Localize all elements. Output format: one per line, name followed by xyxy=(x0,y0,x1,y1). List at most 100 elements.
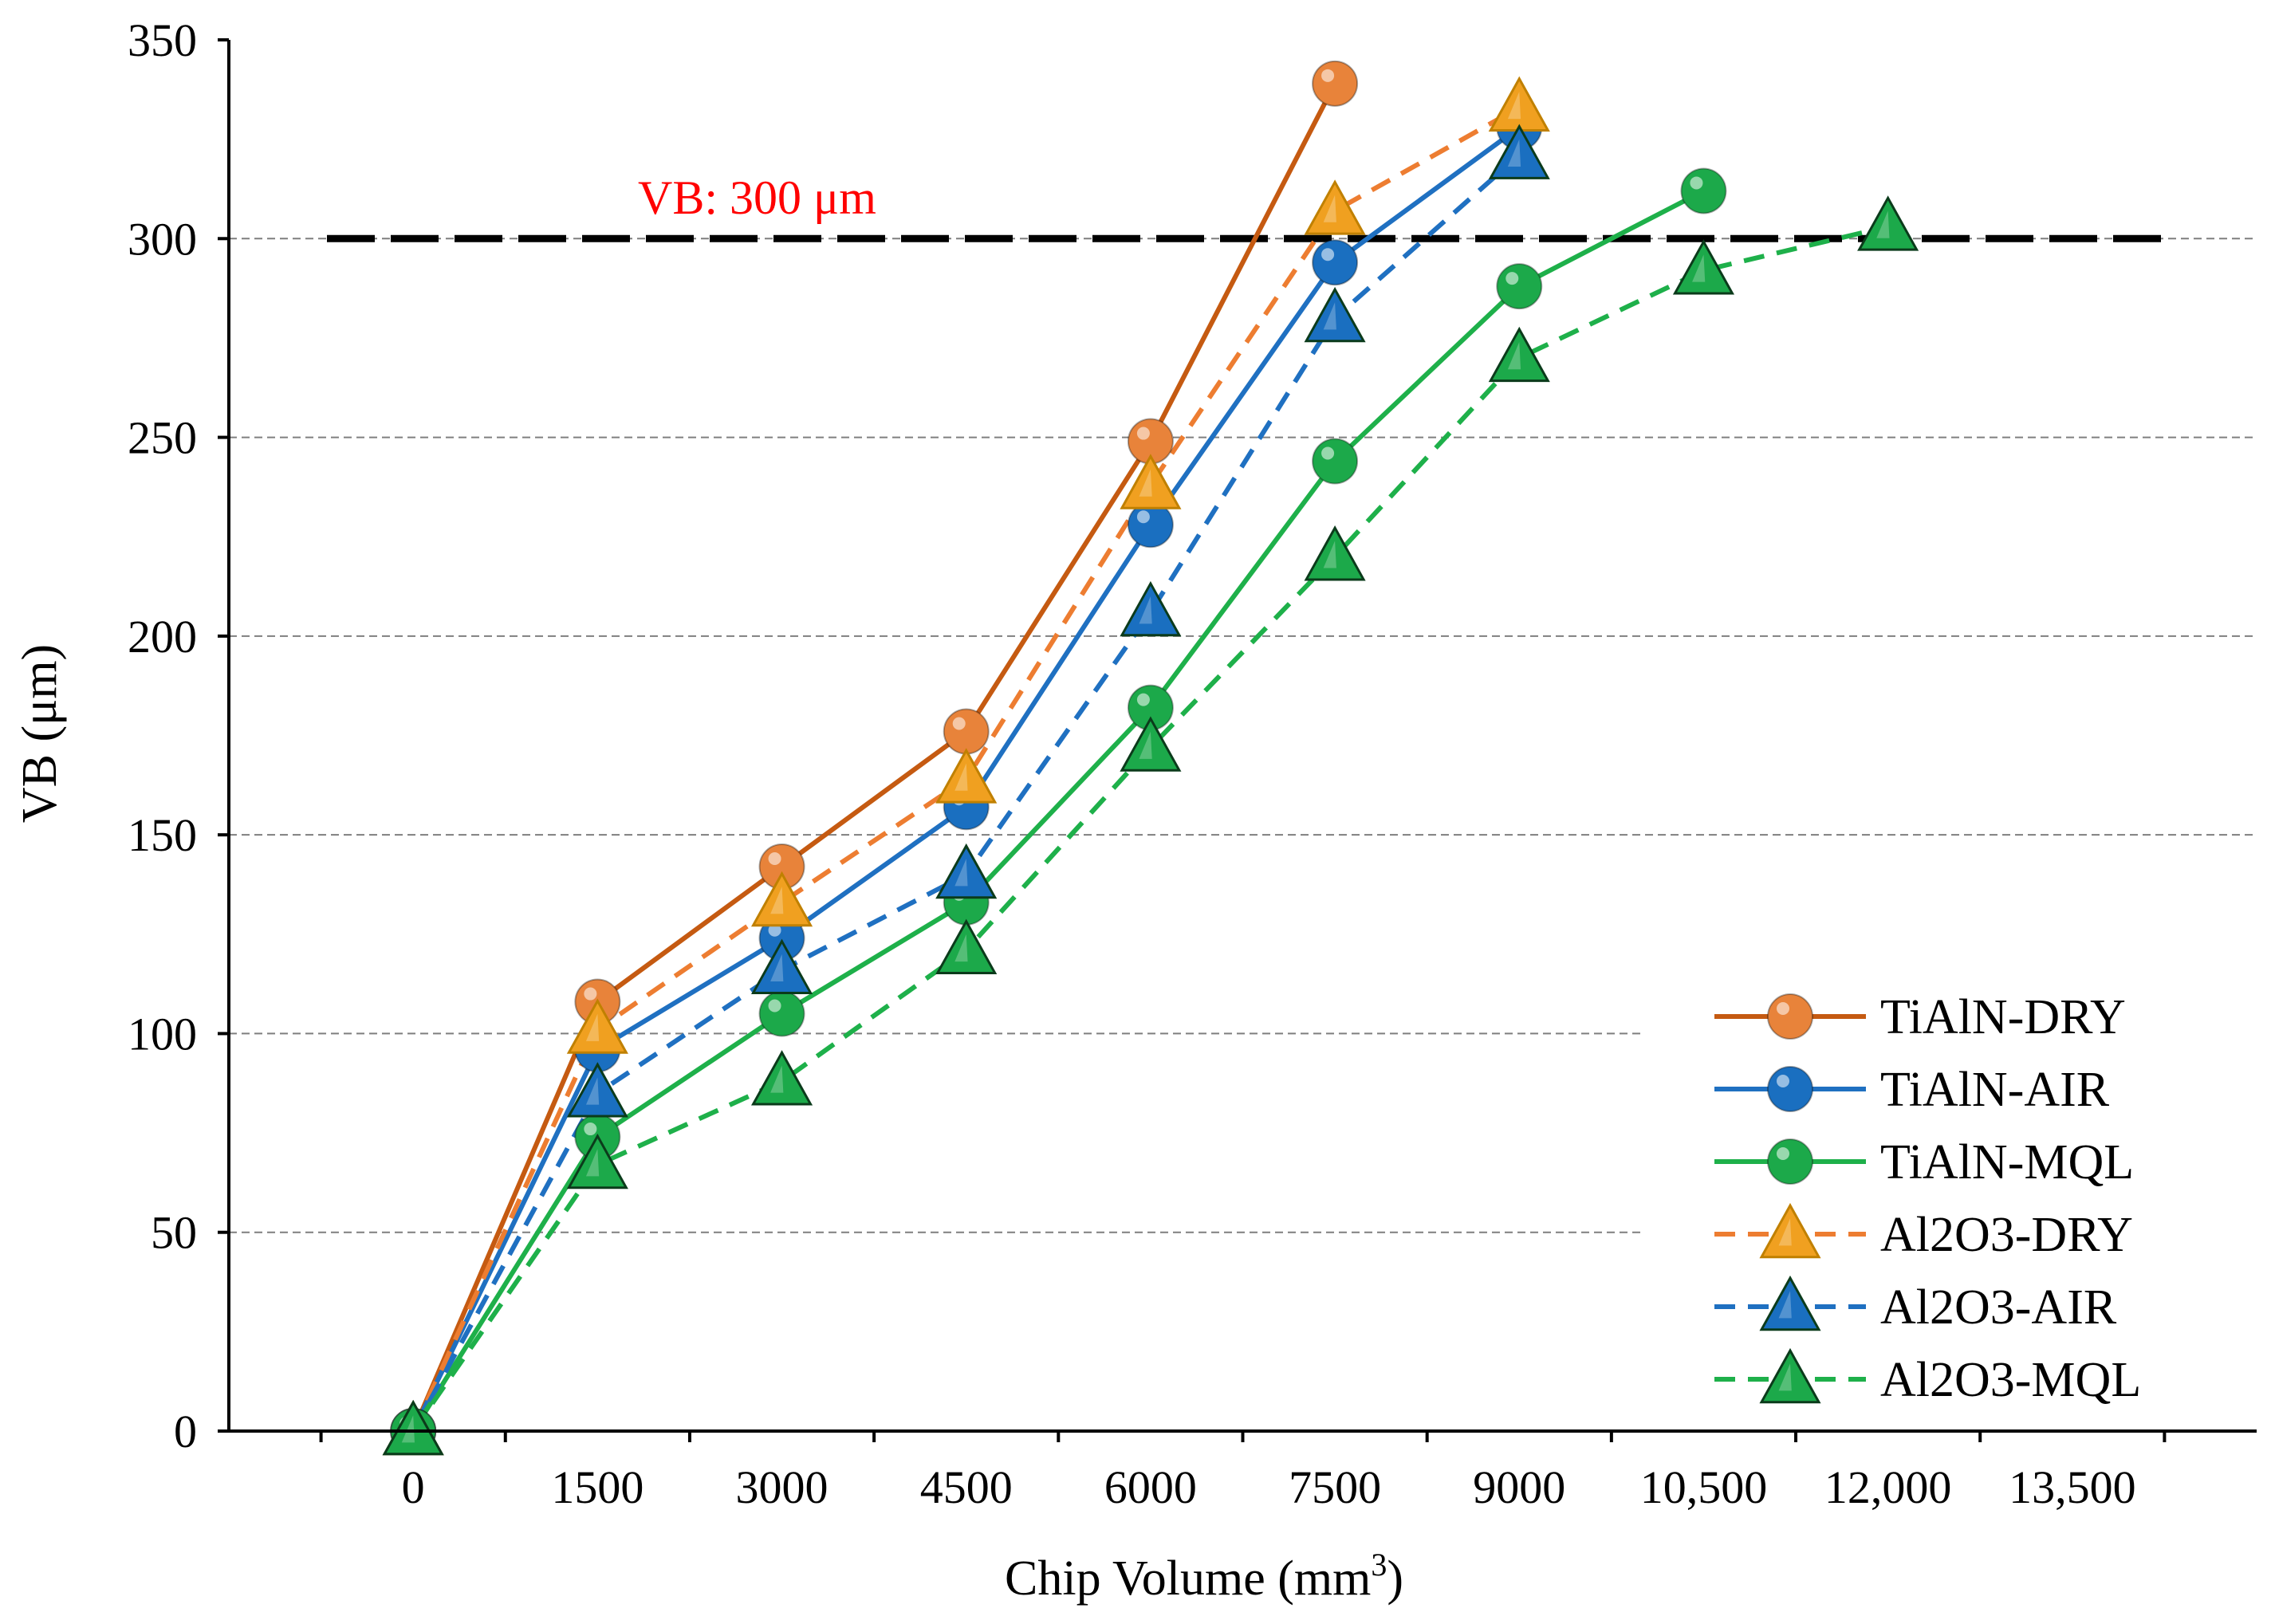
data-point-Al2O3-MQL-12000 xyxy=(1857,195,1919,251)
data-point-Al2O3-AIR-1500 xyxy=(566,1062,628,1118)
x-tick-label: 7500 xyxy=(1289,1461,1381,1513)
data-point-TiAlN-AIR-3000-highlight xyxy=(768,923,781,937)
data-point-Al2O3-MQL-1500-highlight xyxy=(585,1149,600,1177)
x-tick-label: 0 xyxy=(402,1461,425,1513)
data-point-Al2O3-MQL-1500 xyxy=(566,1133,628,1189)
y-tick-label: 150 xyxy=(128,809,197,861)
data-point-Al2O3-DRY-1500 xyxy=(566,998,628,1054)
data-point-TiAlN-MQL-10500-highlight xyxy=(1690,176,1703,190)
data-point-Al2O3-MQL-4500 xyxy=(935,918,998,975)
x-axis-label: Chip Volume (mm3) xyxy=(1005,1547,1403,1606)
data-point-TiAlN-AIR-7500-highlight xyxy=(1321,248,1335,261)
data-point-TiAlN-MQL-1500-highlight xyxy=(584,1123,597,1136)
x-tick-label: 6000 xyxy=(1104,1461,1197,1513)
legend-marker-Al2O3-AIR-highlight xyxy=(1778,1291,1792,1319)
data-point-Al2O3-MQL-0-highlight xyxy=(401,1415,415,1443)
y-tick-label: 0 xyxy=(174,1406,197,1457)
data-point-TiAlN-DRY-7500-highlight xyxy=(1321,69,1335,82)
data-point-TiAlN-MQL-7500 xyxy=(1312,438,1359,485)
x-tick-label: 13,500 xyxy=(2009,1461,2136,1513)
data-point-Al2O3-DRY-4500-highlight xyxy=(954,763,968,791)
data-point-Al2O3-AIR-7500 xyxy=(1304,286,1366,343)
data-point-Al2O3-MQL-7500 xyxy=(1304,525,1366,581)
x-axis-label-superscript: 3 xyxy=(1371,1547,1387,1583)
data-point-TiAlN-MQL-6000-highlight xyxy=(1136,693,1150,706)
x-tick-label: 10,500 xyxy=(1640,1461,1768,1513)
y-tick-label: 300 xyxy=(128,213,197,265)
legend-marker-TiAlN-MQL-highlight xyxy=(1777,1147,1789,1160)
data-point-TiAlN-MQL-3000-highlight xyxy=(768,999,781,1013)
data-point-Al2O3-AIR-4500-highlight xyxy=(954,859,968,887)
data-point-Al2O3-DRY-6000 xyxy=(1120,454,1182,509)
axes xyxy=(218,38,2257,1442)
data-point-Al2O3-MQL-7500-highlight xyxy=(1323,541,1336,568)
data-point-Al2O3-MQL-9000 xyxy=(1488,326,1550,383)
data-point-TiAlN-MQL-3000 xyxy=(758,990,805,1037)
series-markers-Al2O3-MQL xyxy=(382,195,1919,1456)
data-point-Al2O3-AIR-1500-highlight xyxy=(585,1077,600,1105)
legend-marker-Al2O3-DRY-highlight xyxy=(1778,1218,1792,1246)
data-point-TiAlN-AIR-6000-highlight xyxy=(1136,510,1150,524)
x-tick-label: 12,000 xyxy=(1824,1461,1952,1513)
legend-marker-TiAlN-DRY-highlight xyxy=(1777,1002,1789,1015)
x-axis-label-main: Chip Volume (mm xyxy=(1005,1551,1371,1606)
data-point-Al2O3-AIR-9000 xyxy=(1488,124,1550,179)
y-axis-label: VB (μm) xyxy=(13,644,67,823)
data-point-Al2O3-AIR-3000 xyxy=(750,938,813,994)
data-point-TiAlN-MQL-9000-highlight xyxy=(1505,272,1519,285)
data-point-Al2O3-MQL-9000-highlight xyxy=(1507,342,1521,370)
data-point-Al2O3-MQL-0 xyxy=(382,1399,444,1456)
data-point-Al2O3-MQL-6000 xyxy=(1120,716,1182,772)
data-point-TiAlN-AIR-7500 xyxy=(1312,239,1359,286)
legend-marker-TiAlN-AIR xyxy=(1767,1066,1813,1112)
data-point-Al2O3-DRY-9000-highlight xyxy=(1507,91,1521,120)
legend-marker-TiAlN-AIR-highlight xyxy=(1777,1075,1789,1087)
y-tick-label: 350 xyxy=(128,14,197,66)
data-point-Al2O3-AIR-6000 xyxy=(1120,580,1182,637)
data-point-Al2O3-AIR-3000-highlight xyxy=(770,954,784,982)
y-tick-label: 200 xyxy=(128,611,197,663)
data-point-TiAlN-MQL-10500 xyxy=(1680,167,1727,214)
legend-marker-TiAlN-DRY xyxy=(1767,993,1813,1040)
y-tick-label: 100 xyxy=(128,1008,197,1060)
data-point-Al2O3-DRY-7500-highlight xyxy=(1323,195,1336,222)
data-point-Al2O3-AIR-9000-highlight xyxy=(1507,139,1521,167)
legend-marker-Al2O3-MQL-highlight xyxy=(1778,1363,1792,1391)
data-point-Al2O3-DRY-4500 xyxy=(935,748,998,804)
legend-marker-Al2O3-DRY xyxy=(1759,1202,1821,1259)
legend-marker-TiAlN-MQL xyxy=(1767,1138,1813,1185)
data-point-Al2O3-MQL-10500-highlight xyxy=(1692,254,1706,282)
data-point-TiAlN-DRY-1500-highlight xyxy=(584,987,597,1001)
data-point-TiAlN-DRY-3000-highlight xyxy=(768,852,781,866)
series-TiAlN-MQL xyxy=(411,188,1705,1433)
data-point-Al2O3-DRY-6000-highlight xyxy=(1139,469,1152,497)
data-point-Al2O3-MQL-3000-highlight xyxy=(770,1065,784,1093)
legend-marker-Al2O3-AIR xyxy=(1759,1275,1821,1331)
data-point-Al2O3-DRY-3000 xyxy=(750,871,813,927)
data-point-TiAlN-DRY-6000-highlight xyxy=(1136,427,1150,440)
data-point-Al2O3-MQL-3000 xyxy=(750,1050,813,1106)
data-point-Al2O3-MQL-4500-highlight xyxy=(954,934,968,962)
x-tick-label: 4500 xyxy=(920,1461,1013,1513)
legend-label-Al2O3-AIR: Al2O3-AIR xyxy=(1880,1280,2117,1335)
y-tick-label: 250 xyxy=(128,412,197,464)
data-point-Al2O3-MQL-12000-highlight xyxy=(1876,210,1890,238)
legend-label-Al2O3-MQL: Al2O3-MQL xyxy=(1880,1353,2141,1407)
legend-label-TiAlN-DRY: TiAlN-DRY xyxy=(1880,990,2126,1044)
data-point-Al2O3-AIR-7500-highlight xyxy=(1323,302,1336,330)
data-point-Al2O3-AIR-6000-highlight xyxy=(1139,596,1152,624)
series-markers-TiAlN-DRY xyxy=(390,60,1359,1454)
series-group xyxy=(382,60,1919,1456)
data-point-Al2O3-MQL-6000-highlight xyxy=(1139,731,1152,759)
legend-label-TiAlN-MQL: TiAlN-MQL xyxy=(1880,1135,2134,1189)
data-point-TiAlN-DRY-4500-highlight xyxy=(952,717,966,730)
data-point-Al2O3-DRY-1500-highlight xyxy=(585,1013,600,1041)
series-markers-TiAlN-MQL xyxy=(390,167,1727,1454)
x-axis-label-end: ) xyxy=(1387,1551,1403,1606)
data-point-Al2O3-AIR-4500 xyxy=(935,843,998,899)
data-point-TiAlN-MQL-9000 xyxy=(1496,263,1543,310)
legend: TiAlN-DRY TiAlN-AIR TiAlN-MQL Al2O3-DRY Al2O… xyxy=(1714,990,2141,1407)
data-point-Al2O3-MQL-10500 xyxy=(1672,239,1735,295)
reference-line-label: VB: 300 μm xyxy=(638,171,876,224)
